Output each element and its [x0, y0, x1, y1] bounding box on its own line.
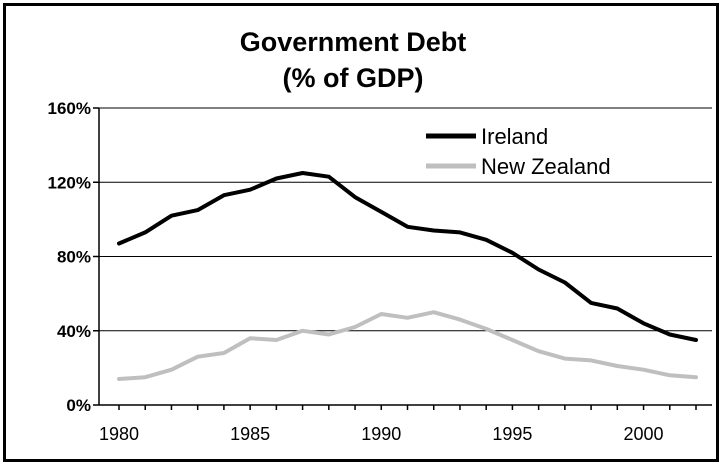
- chart-frame: Government Debt (% of GDP) 0% 40% 80% 120% 1…: [3, 3, 719, 462]
- y-tick-label-2: 80%: [57, 248, 91, 267]
- gridlines: [99, 107, 712, 332]
- x-tick-label-0: 1980: [99, 424, 139, 444]
- legend-label-0: Ireland: [481, 124, 548, 149]
- x-axis-tick-labels: 1980 1985 1990 1995 2000: [99, 405, 697, 444]
- legend: Ireland New Zealand: [426, 124, 611, 179]
- series-line-ireland: [117, 171, 698, 342]
- y-tick-label-0: 0%: [66, 396, 91, 415]
- series-line-new-zealand: [117, 310, 698, 381]
- x-tick-label-2: 1990: [361, 424, 401, 444]
- chart-title-line-1: Government Debt: [240, 27, 467, 57]
- x-tick-label-3: 1995: [492, 424, 532, 444]
- chart-title-line-2: (% of GDP): [283, 63, 424, 93]
- legend-label-1: New Zealand: [481, 154, 611, 179]
- chart-title: Government Debt (% of GDP): [240, 27, 467, 93]
- y-tick-label-3: 120%: [48, 173, 91, 192]
- x-tick-label-4: 2000: [624, 424, 664, 444]
- series-lines: [117, 171, 698, 381]
- y-tick-label-1: 40%: [57, 322, 91, 341]
- y-axis-tick-labels: 0% 40% 80% 120% 160%: [48, 99, 99, 415]
- x-tick-label-1: 1985: [230, 424, 270, 444]
- line-chart: Government Debt (% of GDP) 0% 40% 80% 120% 1…: [48, 27, 712, 444]
- y-tick-label-4: 160%: [48, 99, 91, 118]
